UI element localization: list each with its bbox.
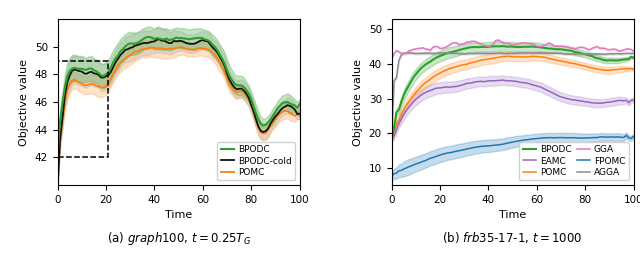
- Legend: BPODC, BPODC-cold, POMC: BPODC, BPODC-cold, POMC: [217, 142, 295, 180]
- Y-axis label: Objective value: Objective value: [19, 58, 29, 146]
- Title: (a) $\mathit{graph100}$, $t = 0.25T_G$: (a) $\mathit{graph100}$, $t = 0.25T_G$: [106, 230, 251, 248]
- Legend: BPODC, EAMC, POMC, GGA, FPOMC, AGGA: BPODC, EAMC, POMC, GGA, FPOMC, AGGA: [519, 142, 629, 180]
- Title: (b) $\mathit{frb35\text{-}17\text{-}1}$, $t = 1000$: (b) $\mathit{frb35\text{-}17\text{-}1}$,…: [442, 230, 582, 245]
- X-axis label: Time: Time: [165, 210, 192, 220]
- Y-axis label: Objective value: Objective value: [353, 58, 363, 146]
- X-axis label: Time: Time: [499, 210, 526, 220]
- Bar: [58, 61, 108, 157]
